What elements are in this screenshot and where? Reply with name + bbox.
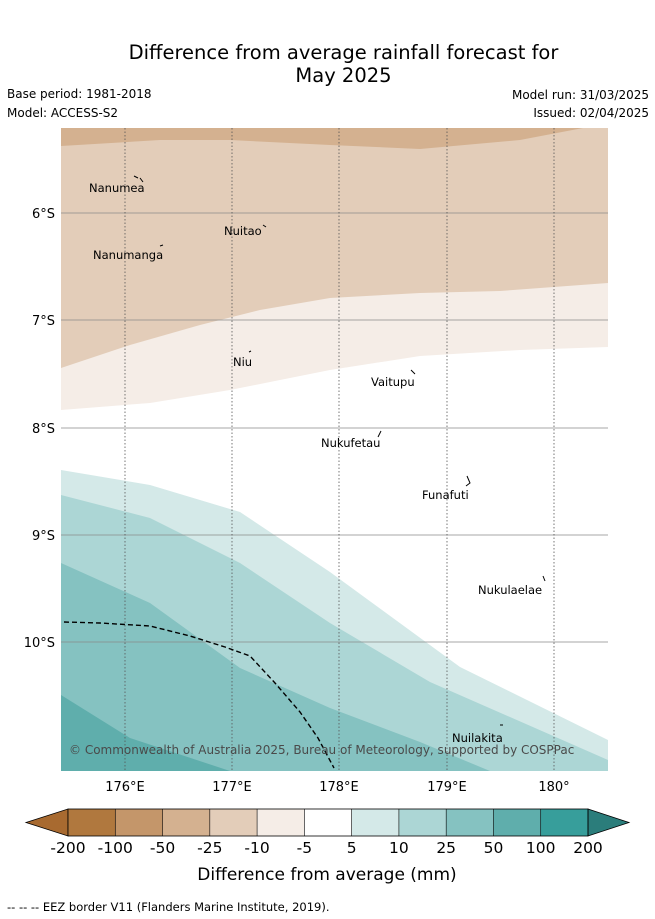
- copyright-notice: © Commonwealth of Australia 2025, Bureau…: [69, 743, 574, 757]
- map-title-line2: May 2025: [295, 64, 392, 87]
- band-25-to-50: [61, 563, 490, 771]
- legend-outline: [67, 808, 589, 837]
- legend-tick-label: 200: [573, 839, 603, 857]
- nukufetau-outline: [377, 430, 382, 438]
- lat-tick-label: 10°S: [24, 636, 55, 651]
- legend-tick-label: 100: [526, 839, 556, 857]
- legend-tick-label: -200: [50, 839, 85, 857]
- island-label-nuilakita: Nuilakita: [452, 731, 503, 745]
- island-label-nuitao: Nuitao: [224, 224, 262, 238]
- band-50-to-100: [61, 695, 230, 771]
- legend-tick-label: 25: [436, 839, 456, 857]
- island-label-nukufetau: Nukufetau: [321, 436, 380, 450]
- lon-tick-label: 178°E: [319, 780, 359, 795]
- island-label-vaitupu: Vaitupu: [371, 375, 415, 389]
- legend-tick-label: -100: [98, 839, 133, 857]
- nanumanga-outline: [159, 244, 164, 247]
- legend-swatch: [304, 809, 352, 836]
- model-name: Model: ACCESS-S2: [7, 106, 119, 120]
- legend-swatch: [493, 809, 541, 836]
- legend-tick-label: -25: [197, 839, 222, 857]
- legend-swatch: [209, 809, 258, 836]
- legend-tick-label: 50: [484, 839, 504, 857]
- funafuti-outline: [465, 475, 471, 487]
- legend-swatch: [398, 809, 447, 836]
- lon-tick-label: 180°: [538, 780, 569, 795]
- legend-swatch: [446, 809, 494, 836]
- lat-tick-label: 8°S: [32, 422, 55, 437]
- island-label-nanumanga: Nanumanga: [93, 248, 163, 262]
- lat-tick-label: 6°S: [32, 207, 55, 222]
- legend-tick-label: -50: [150, 839, 175, 857]
- base-period: Base period: 1981-2018: [7, 87, 152, 101]
- island-label-funafuti: Funafuti: [422, 488, 469, 502]
- map-title-line1: Difference from average rainfall forecas…: [128, 41, 559, 64]
- nuitao-outline: [262, 224, 267, 228]
- legend-tick-label: -10: [244, 839, 269, 857]
- island-label-nanumea: Nanumea: [89, 181, 145, 195]
- vaitupu-outline: [410, 369, 416, 375]
- eez-footnote: -- -- -- EEZ border V11 (Flanders Marine…: [7, 900, 330, 914]
- nukulaelae-outline: [542, 575, 546, 582]
- longitude-lines: [124, 128, 555, 771]
- lat-tick-label: 7°S: [32, 314, 55, 329]
- lon-tick-label: 176°E: [105, 780, 145, 795]
- eez-border: [63, 621, 335, 769]
- legend-colorbar: -200 -100 -50 -25 -10 -5 5 10 25 50 100 200: [24, 808, 631, 857]
- legend-swatch: [162, 809, 210, 836]
- legend-swatch: [351, 809, 399, 836]
- lon-tick-label: 179°E: [427, 780, 467, 795]
- nanumea-outline: [133, 175, 144, 183]
- legend-swatch: [540, 809, 588, 836]
- lat-tick-label: 9°S: [32, 529, 55, 544]
- legend-extend-low: [24, 808, 69, 837]
- legend-tick-label: 10: [389, 839, 409, 857]
- island-label-nukulaelae: Nukulaelae: [478, 583, 542, 597]
- legend-swatch: [115, 809, 163, 836]
- band-minus10-to-minus25: [61, 128, 608, 368]
- graticule: [61, 212, 608, 643]
- rainfall-anomaly-map: Nanumea Nuitao Nanumanga Niu Vaitupu Nuk…: [61, 128, 608, 771]
- niu-outline: [248, 350, 252, 353]
- legend-swatch: [257, 809, 305, 836]
- lon-tick-label: 177°E: [212, 780, 252, 795]
- legend-label: Difference from average (mm): [197, 865, 456, 885]
- legend-tick-label: 5: [347, 839, 357, 857]
- island-outlines: [133, 175, 546, 726]
- legend-swatch: [68, 809, 116, 836]
- band-minus25-to-minus50: [61, 128, 608, 149]
- legend-extend-high: [587, 808, 631, 837]
- model-run: Model run: 31/03/2025: [511, 88, 649, 102]
- issued-date: Issued: 02/04/2025: [533, 106, 649, 120]
- legend-tick-label: -5: [297, 839, 312, 857]
- island-label-niu: Niu: [233, 355, 252, 369]
